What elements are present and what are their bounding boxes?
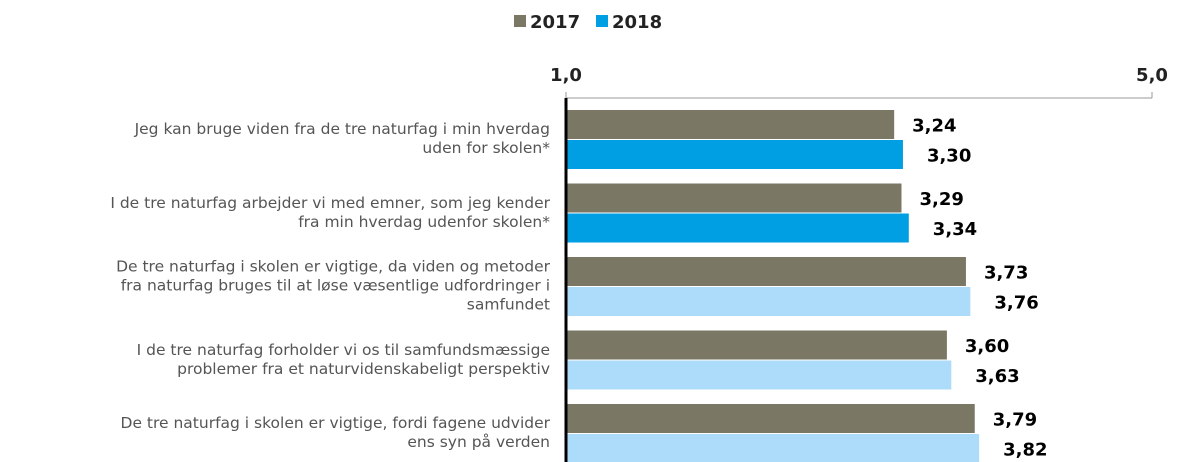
category-label: De tre naturfag i skolen er vigtige, for… <box>120 414 550 451</box>
bar <box>566 140 903 169</box>
value-label: 3,73 <box>984 263 1028 284</box>
x-tick-label: 5,0 <box>1136 65 1168 86</box>
bar <box>566 213 909 243</box>
value-label: 3,63 <box>975 366 1019 387</box>
category-label: De tre naturfag i skolen er vigtige, da … <box>116 257 550 314</box>
category-label: I de tre naturfag arbejder vi med emner,… <box>110 193 550 231</box>
legend-label: 2018 <box>612 12 662 33</box>
value-label: 3,29 <box>919 189 963 210</box>
value-label: 3,79 <box>993 410 1037 431</box>
value-label: 3,82 <box>1003 440 1047 461</box>
bar <box>566 330 947 360</box>
bar <box>566 434 980 462</box>
bar <box>566 110 895 139</box>
legend-swatch <box>596 15 608 27</box>
bar <box>566 257 966 286</box>
legend-label: 2017 <box>530 12 580 33</box>
x-tick-label: 1,0 <box>550 65 582 86</box>
legend-swatch <box>514 15 526 27</box>
value-label: 3,34 <box>933 219 977 240</box>
bar <box>566 287 971 316</box>
value-label: 3,24 <box>912 116 956 137</box>
value-label: 3,30 <box>927 146 971 167</box>
category-label: Jeg kan bruge viden fra de tre naturfag … <box>134 120 550 157</box>
bar <box>566 404 975 433</box>
category-label: I de tre naturfag forholder vi os til sa… <box>136 340 550 378</box>
value-label: 3,76 <box>994 293 1038 314</box>
bar <box>566 360 952 390</box>
bar <box>566 183 902 213</box>
value-label: 3,60 <box>965 336 1009 357</box>
